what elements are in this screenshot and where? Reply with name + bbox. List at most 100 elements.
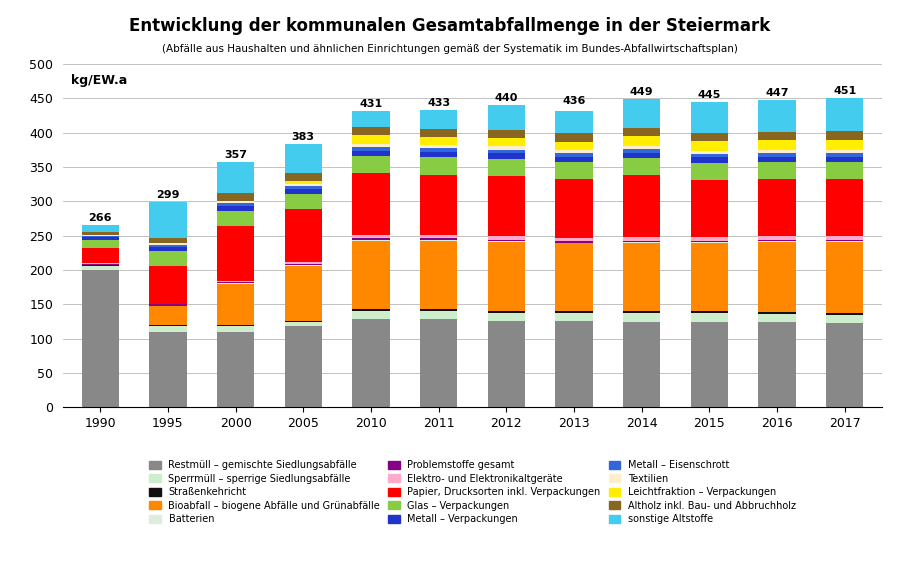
Bar	[353, 320, 390, 407]
Bar	[488, 241, 525, 242]
Bar	[420, 137, 457, 145]
Text: 433: 433	[428, 98, 450, 108]
Text: 431: 431	[359, 100, 382, 109]
Bar	[82, 236, 119, 237]
Bar	[284, 327, 322, 407]
Text: Entwicklung der kommunalen Gesamtabfallmenge in der Steiermark: Entwicklung der kommunalen Gesamtabfallm…	[130, 17, 770, 36]
Text: 299: 299	[157, 190, 180, 200]
Bar	[420, 175, 457, 235]
Bar	[826, 162, 863, 179]
Bar	[623, 149, 661, 152]
Bar	[82, 235, 119, 236]
Text: 445: 445	[698, 90, 721, 100]
Bar	[623, 311, 661, 313]
Bar	[488, 242, 525, 311]
Bar	[759, 312, 796, 314]
Bar	[284, 172, 322, 181]
Bar	[353, 239, 390, 240]
Bar	[284, 266, 322, 321]
Bar	[555, 243, 592, 311]
Bar	[82, 240, 119, 248]
Bar	[420, 129, 457, 137]
Text: 451: 451	[833, 86, 857, 95]
Bar	[149, 247, 186, 251]
Bar	[691, 243, 728, 311]
Bar	[826, 242, 863, 313]
Bar	[623, 158, 661, 175]
Bar	[691, 237, 728, 240]
Bar	[353, 147, 390, 151]
Bar	[149, 304, 186, 306]
Text: 436: 436	[562, 96, 586, 106]
Bar	[759, 322, 796, 407]
Bar	[149, 306, 186, 325]
Bar	[149, 243, 186, 244]
Bar	[284, 321, 322, 322]
Bar	[691, 242, 728, 243]
Bar	[488, 321, 525, 407]
Bar	[149, 251, 186, 266]
Bar	[488, 240, 525, 241]
Bar	[353, 235, 390, 239]
Text: 440: 440	[495, 93, 518, 103]
Bar	[217, 281, 254, 282]
Bar	[555, 150, 592, 153]
Bar	[691, 240, 728, 242]
Bar	[217, 162, 254, 193]
Bar	[82, 265, 119, 266]
Bar	[217, 325, 254, 327]
Bar	[217, 284, 254, 325]
Text: 447: 447	[765, 88, 788, 98]
Bar	[353, 144, 390, 147]
Bar	[826, 179, 863, 236]
Bar	[488, 147, 525, 150]
Bar	[82, 264, 119, 265]
Bar	[488, 130, 525, 138]
Bar	[759, 236, 796, 240]
Bar	[691, 157, 728, 163]
Bar	[826, 157, 863, 162]
Bar	[691, 180, 728, 237]
Bar	[826, 240, 863, 241]
Bar	[420, 311, 457, 320]
Bar	[488, 153, 525, 159]
Bar	[149, 266, 186, 304]
Bar	[284, 189, 322, 194]
Bar	[623, 146, 661, 149]
Bar	[826, 98, 863, 132]
Text: 357: 357	[224, 150, 248, 160]
Bar	[759, 140, 796, 150]
Bar	[284, 184, 322, 186]
Bar	[555, 241, 592, 243]
Bar	[420, 320, 457, 407]
Bar	[555, 133, 592, 141]
Bar	[82, 248, 119, 263]
Bar	[82, 232, 119, 235]
Bar	[555, 313, 592, 321]
Bar	[691, 133, 728, 141]
Bar	[284, 322, 322, 327]
Bar	[623, 136, 661, 146]
Bar	[488, 236, 525, 240]
Bar	[555, 179, 592, 238]
Bar	[555, 157, 592, 162]
Bar	[353, 111, 390, 127]
Bar	[826, 315, 863, 323]
Bar	[420, 110, 457, 129]
Bar	[691, 154, 728, 157]
Bar	[353, 173, 390, 235]
Bar	[284, 144, 322, 172]
Bar	[82, 237, 119, 240]
Bar	[826, 236, 863, 240]
Bar	[691, 321, 728, 407]
Bar	[82, 270, 119, 407]
Bar	[353, 311, 390, 320]
Bar	[420, 240, 457, 309]
Bar	[420, 148, 457, 152]
Bar	[623, 128, 661, 136]
Bar	[555, 238, 592, 241]
Bar	[149, 325, 186, 327]
Bar	[420, 152, 457, 157]
Bar	[488, 138, 525, 147]
Bar	[691, 311, 728, 313]
